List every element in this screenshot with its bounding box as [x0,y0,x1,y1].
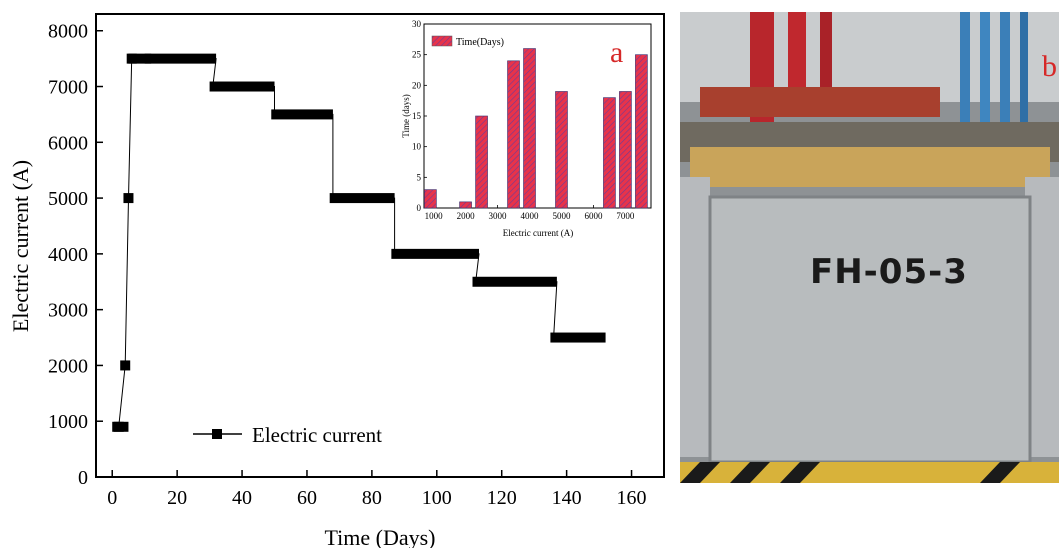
inset-bar [555,91,568,209]
inset-ytick-label: 10 [412,142,422,152]
main-markers [113,53,137,432]
inset-ytick-label: 30 [412,19,422,29]
inset-panel-letter: a [610,36,623,69]
main-xtick-label: 20 [167,487,187,509]
inset-ytick-label: 25 [412,50,422,60]
inset-bar [424,189,437,209]
inset-xtick-label: 5000 [552,211,571,221]
inset-ytick-label: 5 [417,172,422,182]
inset-ylabel: Time (days) [401,94,411,137]
inset-bar [523,48,536,209]
main-ytick-label: 7000 [48,77,88,99]
photo-panel: FH-05-3 b [680,12,1059,483]
main-chart: 0 20 40 60 80 100 120 140 1600100020003000400050… [8,13,665,548]
photo-illustration [680,12,1059,483]
main-ytick-label: 0 [78,467,88,489]
inset-chart: 1000 2000 3000 4000 5000 6000 7000 0 5 10 15 20 25 30… [401,19,652,238]
inset-ticks: 1000 2000 3000 4000 5000 6000 7000 0 5 10 15 20 25 30 [412,19,635,221]
main-step-segment [128,53,152,64]
inset-ytick-label: 20 [412,80,422,90]
main-xtick-label: 100 [422,487,452,509]
main-step-segment [472,276,557,287]
main-step-segment [271,109,333,120]
main-ytick-label: 8000 [48,21,88,43]
inset-xtick-label: 3000 [489,211,508,221]
main-ytick-label: 3000 [48,300,88,322]
inset-bar [459,201,472,209]
inset-bar [475,115,488,209]
main-xlabel: Time (Days) [324,525,435,548]
inset-xtick-label: 4000 [521,211,540,221]
photo-panel-letter: b [1042,50,1057,83]
main-xtick-label: 120 [487,487,517,509]
main-step-segment [144,53,217,64]
main-ytick-label: 4000 [48,244,88,266]
inset-bar [603,97,616,209]
photo-equipment-label: FH-05-3 [810,252,968,292]
inset-xlabel: Electric current (A) [503,228,573,238]
inset-legend: Time(Days) [431,35,504,48]
main-ylabel: Electric current (A) [8,160,33,332]
main-xtick-label: 80 [362,487,382,509]
inset-ytick-label: 15 [412,111,422,121]
inset-bar [619,91,632,209]
main-xtick-label: 140 [552,487,582,509]
main-step-segment [391,248,479,259]
main-ticks: 0 20 40 60 80 100 120 140 1600100020003000400050… [48,21,647,509]
main-step-segment [329,193,395,204]
main-plot-frame [95,13,665,478]
main-xtick-label: 160 [617,487,647,509]
main-xtick-label: 40 [232,487,252,509]
inset-xtick-label: 6000 [584,211,603,221]
main-xtick-label: 0 [107,487,117,509]
main-legend-marker [212,429,222,439]
inset-xtick-label: 1000 [425,211,444,221]
inset-ytick-label: 0 [417,203,422,213]
main-step-segment [550,332,606,343]
main-ytick-label: 6000 [48,132,88,154]
inset-bar [635,54,648,209]
main-ytick-label: 5000 [48,188,88,210]
main-data-marker [120,360,131,371]
inset-legend-swatch [431,35,453,47]
main-xtick-label: 60 [297,487,317,509]
inset-xtick-label: 2000 [457,211,476,221]
main-step-segment [209,81,275,92]
main-ytick-label: 2000 [48,355,88,377]
inset-legend-label: Time(Days) [456,37,504,48]
main-legend: Electric current [193,423,382,447]
inset-xtick-label: 7000 [616,211,635,221]
main-legend-label: Electric current [252,423,382,447]
main-data-marker [126,53,137,64]
inset-bar [507,60,520,209]
main-data-marker [123,193,134,204]
main-ytick-label: 1000 [48,411,88,433]
main-data-marker [113,421,124,432]
inset-bars [424,48,648,209]
